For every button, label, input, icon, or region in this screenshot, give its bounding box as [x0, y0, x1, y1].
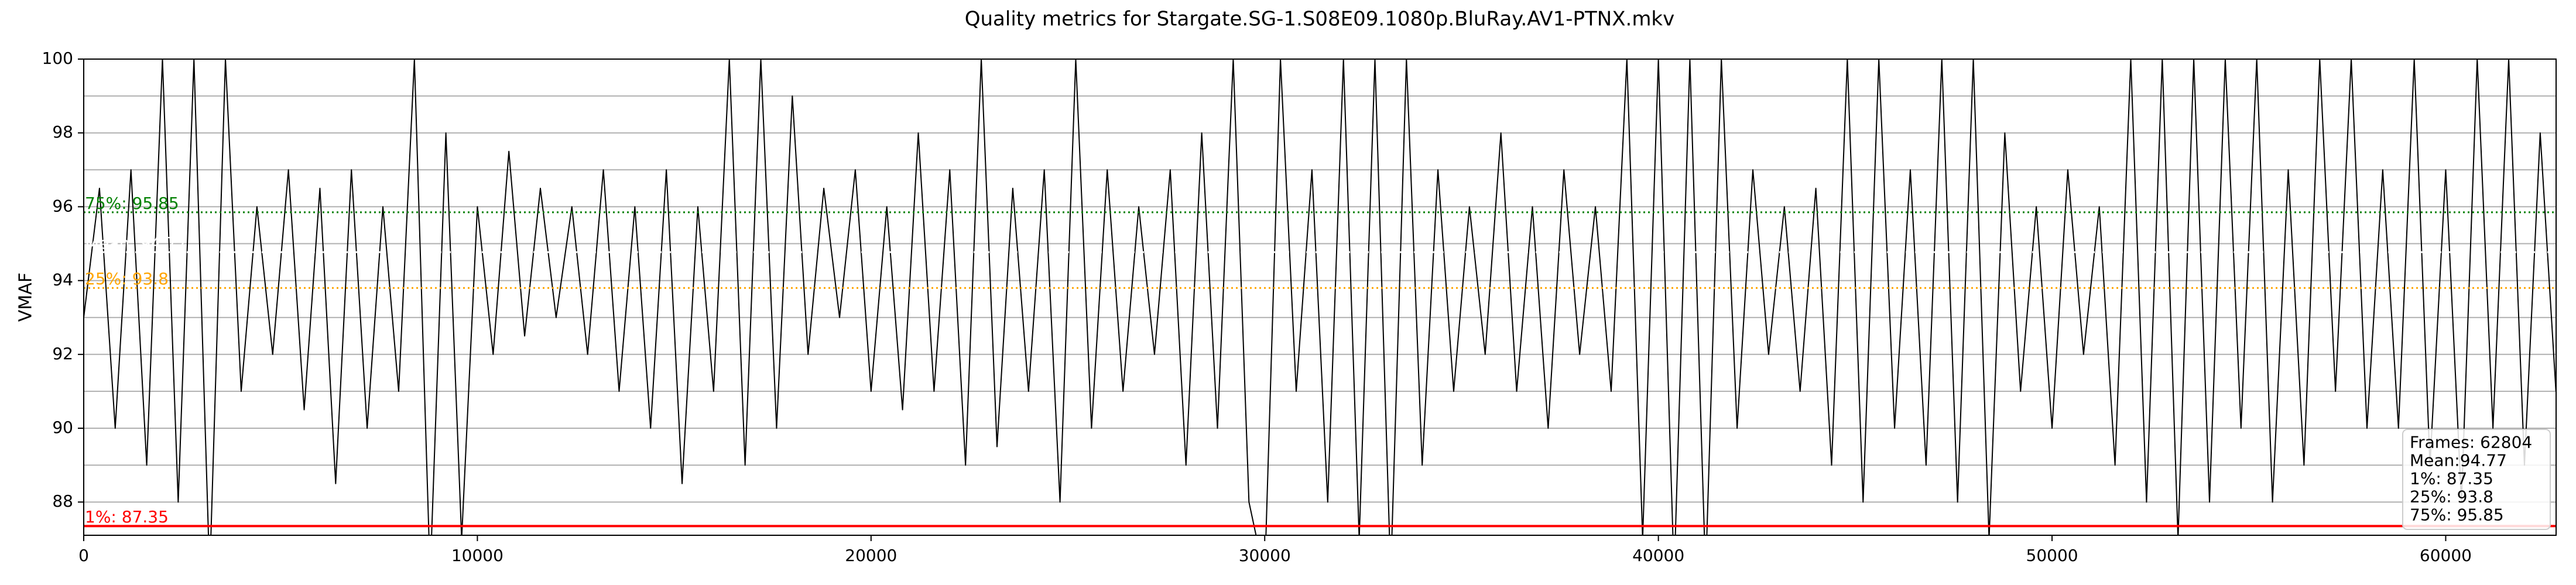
info-text: Frames: 62804: [2410, 433, 2532, 452]
x-tick-label: 60000: [2420, 546, 2472, 565]
y-tick-label: 92: [52, 344, 73, 363]
y-tick-label: 90: [52, 418, 73, 437]
y-tick-label: 100: [42, 49, 73, 68]
reference-label: 25%: 93.8: [85, 269, 169, 288]
y-tick-label: 88: [52, 491, 73, 511]
reference-label: Mean: 94.77: [85, 233, 187, 253]
y-tick-label: 98: [52, 122, 73, 142]
reference-label: 75%: 95.85: [85, 194, 179, 213]
info-text: 1%: 87.35: [2410, 469, 2493, 488]
info-text: Mean:94.77: [2410, 451, 2507, 470]
info-text: 25%: 93.8: [2410, 487, 2493, 507]
info-box: [2402, 429, 2551, 530]
reference-label: 1%: 87.35: [85, 507, 169, 526]
x-tick-label: 20000: [845, 546, 897, 565]
x-tick-label: 40000: [1632, 546, 1684, 565]
x-tick-label: 10000: [451, 546, 503, 565]
plot-frame: [83, 58, 2557, 536]
x-tick-label: 0: [78, 546, 89, 565]
y-axis-label: VMAF: [16, 273, 36, 322]
chart-title: Quality metrics for Stargate.SG-1.S08E09…: [965, 8, 1675, 31]
vmaf-line: [84, 59, 2556, 535]
y-tick-label: 96: [52, 196, 73, 215]
x-tick-label: 30000: [1239, 546, 1291, 565]
x-tick-label: 50000: [2026, 546, 2078, 565]
y-tick-label: 94: [52, 270, 73, 290]
info-text: 75%: 95.85: [2410, 505, 2504, 525]
